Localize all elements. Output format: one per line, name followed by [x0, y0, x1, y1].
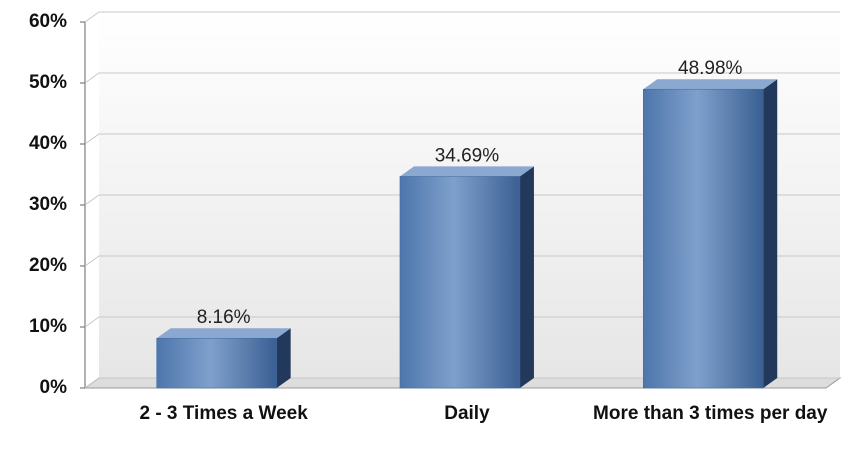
bar-side: [763, 79, 778, 389]
bar-side: [276, 328, 291, 388]
x-tick-label: More than 3 times per day: [593, 403, 828, 424]
value-label: 34.69%: [435, 145, 500, 166]
y-tick-label: 60%: [29, 11, 67, 32]
bar-top: [156, 328, 291, 339]
y-tick-label: 50%: [29, 72, 67, 93]
grid-line: [84, 11, 840, 23]
grid-line: [84, 194, 840, 206]
y-tick-label: 40%: [29, 133, 67, 154]
bar-top: [399, 166, 534, 177]
grid-line: [84, 377, 840, 389]
bar-top: [643, 79, 778, 90]
y-tick-label: 10%: [29, 316, 67, 337]
x-tick-label: 2 - 3 Times a Week: [139, 403, 308, 424]
y-tick-label: 20%: [29, 255, 67, 276]
grid-line: [84, 255, 840, 267]
value-label: 8.16%: [197, 307, 251, 328]
grid-line: [84, 133, 840, 145]
grid-line: [84, 316, 840, 328]
y-tick-label: 30%: [29, 194, 67, 215]
bar: [399, 176, 521, 389]
value-label: 48.98%: [678, 58, 743, 79]
x-tick-label: Daily: [444, 403, 490, 424]
bar: [642, 88, 764, 389]
grid-line: [84, 72, 840, 84]
bar-side: [519, 166, 534, 388]
bar: [156, 337, 277, 389]
y-tick-label: 0%: [40, 377, 68, 398]
